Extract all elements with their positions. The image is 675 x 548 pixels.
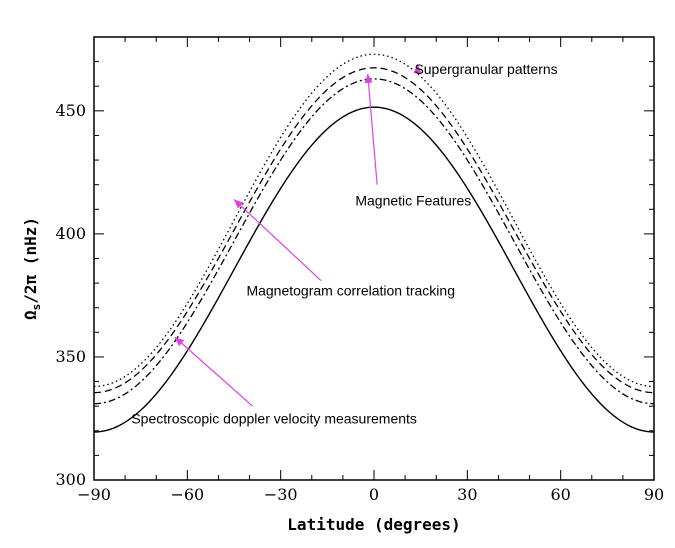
annotation-arrowhead bbox=[174, 337, 185, 347]
annotation-label: Magnetogram correlation tracking bbox=[246, 282, 455, 298]
annotation-label: Supergranular patterns bbox=[414, 61, 557, 77]
x-axis-title: Latitude (degrees) bbox=[287, 515, 460, 534]
x-tick-label: 90 bbox=[644, 485, 664, 504]
y-axis-title-subscript: s bbox=[30, 304, 43, 311]
annotation-arrowhead bbox=[413, 64, 422, 74]
annotation-arrowhead bbox=[234, 199, 244, 209]
annotations: Supergranular patterns Magnetic Features M… bbox=[131, 61, 557, 426]
curves bbox=[93, 53, 655, 433]
annotation-label: Spectroscopic doppler velocity measureme… bbox=[131, 410, 417, 426]
y-tick-label: 350 bbox=[55, 347, 86, 366]
x-tick-label: 30 bbox=[457, 485, 477, 504]
annotation-arrow-line bbox=[367, 73, 378, 185]
annotation-arrow-line bbox=[174, 336, 254, 407]
annotation-arrowhead bbox=[364, 73, 373, 84]
x-tick-label: 0 bbox=[369, 485, 379, 504]
annotation-label: Magnetic Features bbox=[355, 193, 471, 209]
series-line-dashdot bbox=[93, 78, 655, 405]
y-axis-title-units: /2π (nHz) bbox=[21, 217, 40, 304]
series-line-dotted bbox=[93, 53, 655, 388]
y-axis-title-symbol: Ω bbox=[21, 310, 40, 320]
x-tick-label: −30 bbox=[264, 485, 298, 504]
y-tick-label: 300 bbox=[55, 470, 86, 489]
series-line-dashed bbox=[93, 67, 655, 394]
annotation-arrow-line bbox=[233, 198, 322, 282]
y-axis-title: Ωs/2π (nHz) bbox=[21, 217, 43, 320]
x-tick-label: 60 bbox=[550, 485, 570, 504]
x-tick-label: −60 bbox=[170, 485, 204, 504]
y-axis-title-group: Ωs/2π (nHz) bbox=[21, 217, 43, 320]
y-tick-label: 400 bbox=[55, 224, 86, 243]
y-tick-label: 450 bbox=[55, 101, 86, 120]
series-line-solid bbox=[93, 106, 655, 433]
axes: −90 −60 −30 0 30 60 90 300 350 400 450 bbox=[55, 36, 664, 504]
x-tick-label: −90 bbox=[77, 485, 111, 504]
